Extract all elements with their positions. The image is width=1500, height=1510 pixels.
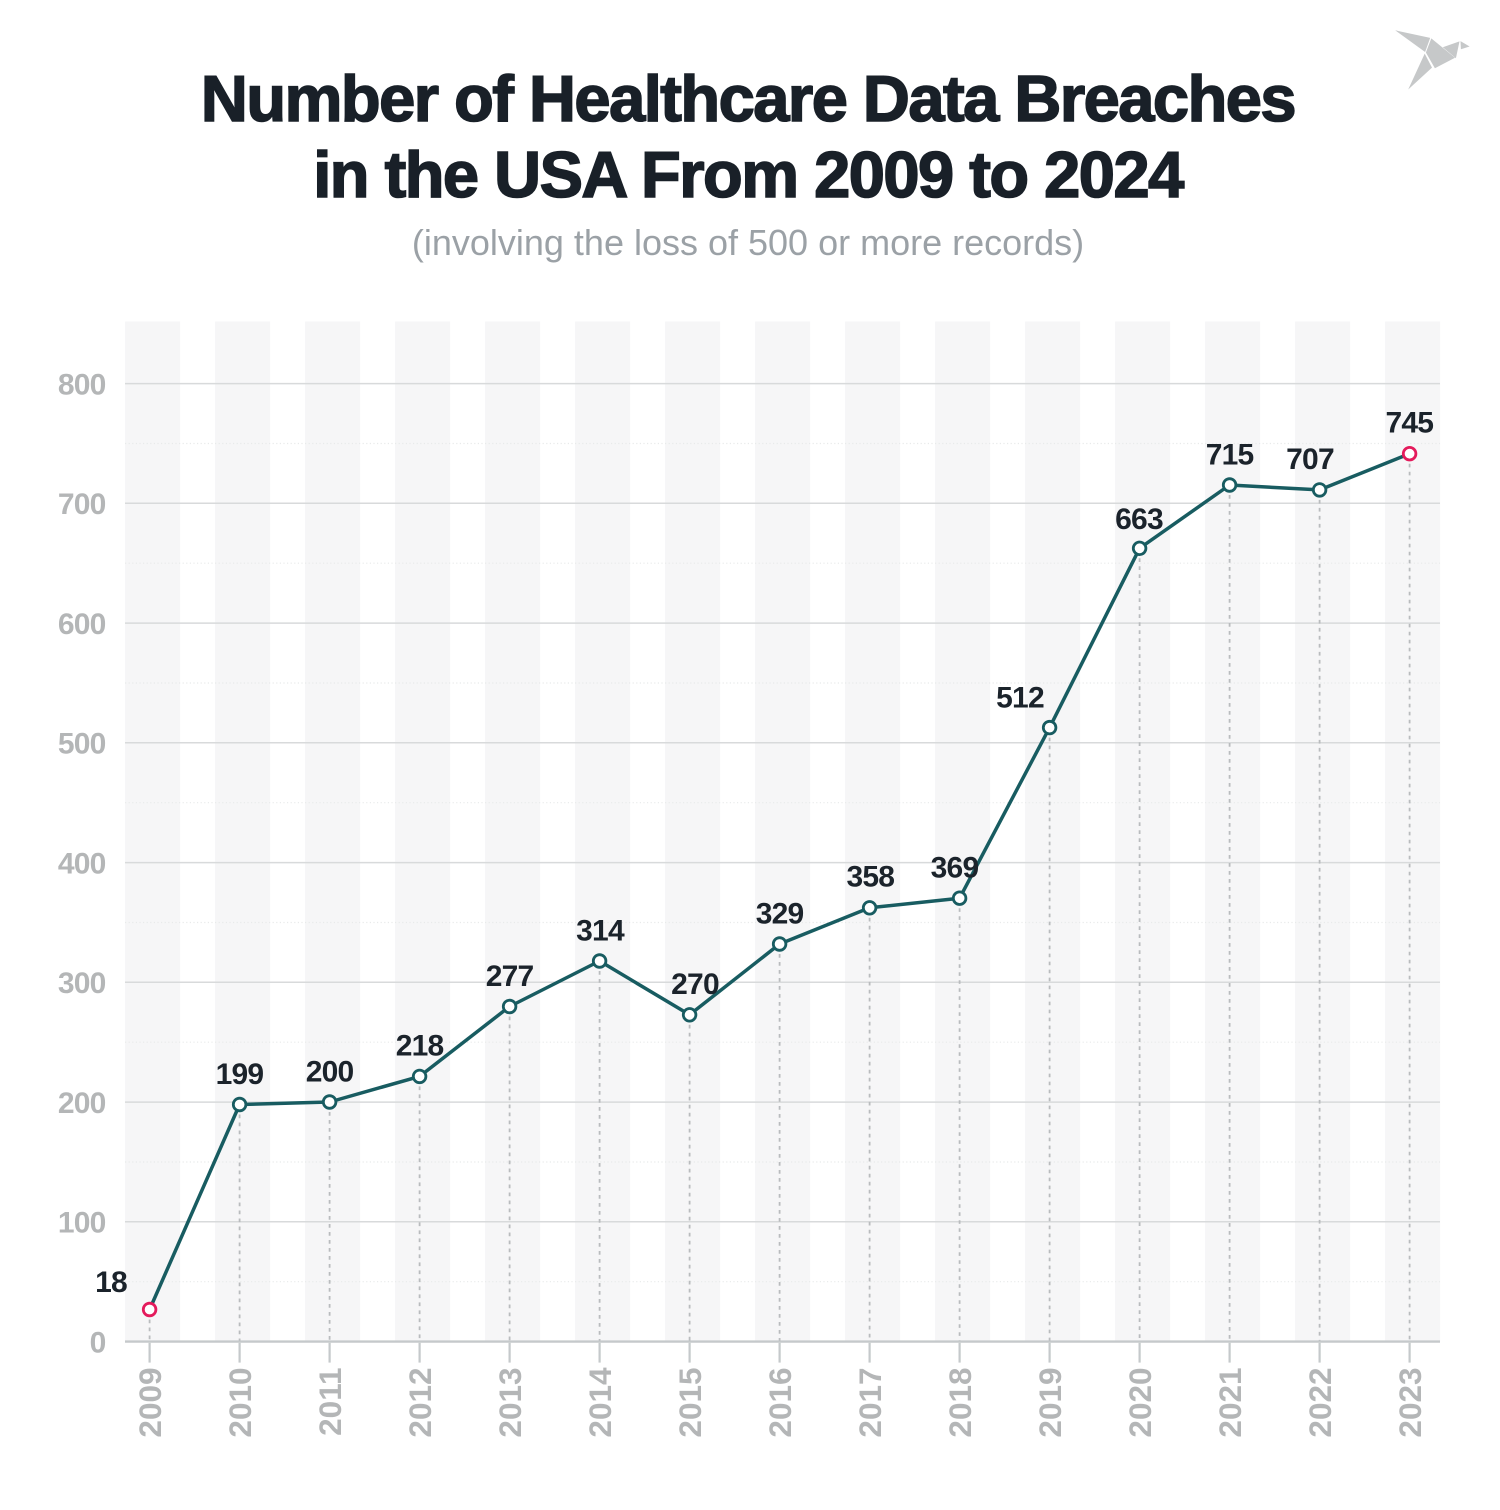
svg-text:512: 512 <box>996 682 1044 715</box>
svg-text:2022: 2022 <box>1302 1368 1338 1438</box>
svg-text:218: 218 <box>396 1030 444 1063</box>
svg-text:500: 500 <box>58 728 106 761</box>
svg-text:2023: 2023 <box>1392 1368 1428 1438</box>
svg-text:2019: 2019 <box>1032 1368 1068 1438</box>
svg-text:100: 100 <box>58 1207 106 1240</box>
svg-text:329: 329 <box>756 897 804 930</box>
svg-text:2010: 2010 <box>222 1368 258 1438</box>
svg-text:358: 358 <box>846 861 894 894</box>
svg-text:2016: 2016 <box>762 1368 798 1438</box>
svg-text:400: 400 <box>58 847 106 880</box>
svg-text:2015: 2015 <box>672 1368 708 1438</box>
svg-text:2020: 2020 <box>1122 1368 1158 1438</box>
svg-text:199: 199 <box>216 1058 264 1091</box>
svg-text:2009: 2009 <box>132 1368 168 1438</box>
svg-text:707: 707 <box>1286 443 1334 476</box>
svg-text:200: 200 <box>306 1055 354 1088</box>
svg-text:277: 277 <box>486 960 534 993</box>
svg-text:200: 200 <box>58 1087 106 1120</box>
svg-text:2011: 2011 <box>312 1368 348 1436</box>
svg-text:800: 800 <box>58 368 106 401</box>
svg-text:2012: 2012 <box>402 1368 438 1438</box>
svg-text:300: 300 <box>58 967 106 1000</box>
svg-text:2017: 2017 <box>852 1368 888 1438</box>
svg-text:745: 745 <box>1385 407 1433 440</box>
svg-text:600: 600 <box>58 608 106 641</box>
svg-text:18: 18 <box>95 1266 127 1299</box>
svg-text:663: 663 <box>1115 503 1163 536</box>
svg-text:270: 270 <box>671 968 719 1001</box>
svg-text:700: 700 <box>58 488 106 521</box>
svg-text:715: 715 <box>1206 438 1254 471</box>
svg-text:0: 0 <box>90 1326 106 1359</box>
svg-text:369: 369 <box>931 851 979 884</box>
svg-text:2018: 2018 <box>942 1368 978 1438</box>
svg-text:314: 314 <box>576 914 625 947</box>
svg-text:2021: 2021 <box>1212 1368 1248 1438</box>
svg-text:2013: 2013 <box>492 1368 528 1438</box>
svg-text:2014: 2014 <box>582 1367 618 1438</box>
